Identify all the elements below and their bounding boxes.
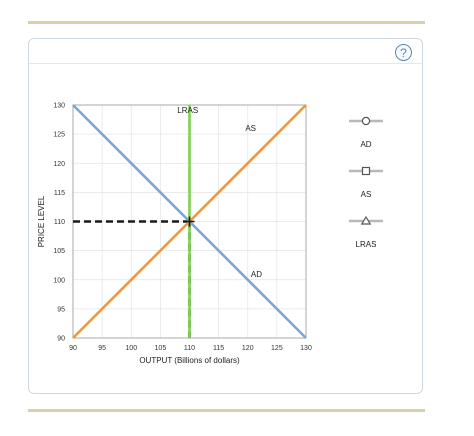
bottom-divider [28, 409, 425, 412]
x-tick-label: 90 [69, 345, 77, 352]
legend-item-ad[interactable]: AD [349, 116, 383, 149]
x-tick-label: 120 [242, 345, 254, 352]
curve-labels: AD AS LRAS [177, 106, 262, 279]
x-axis-title: OUTPUT (Billions of dollars) [139, 356, 240, 365]
panel-header: ? [29, 39, 422, 64]
graph-panel: ? [28, 38, 423, 394]
x-tick-label: 100 [125, 345, 137, 352]
legend-label: AD [360, 140, 371, 149]
x-tick-label: 125 [271, 345, 283, 352]
y-tick-label: 90 [57, 336, 65, 343]
square-marker-icon[interactable] [361, 166, 371, 176]
legend-label: AS [361, 190, 372, 199]
x-tick-label: 115 [213, 345, 224, 352]
legend-item-lras[interactable]: LRAS [349, 215, 383, 249]
legend-label: LRAS [356, 240, 377, 249]
triangle-marker-icon[interactable] [360, 215, 372, 225]
y-tick-label: 110 [54, 219, 65, 226]
top-divider [28, 21, 425, 24]
x-tick-label: 105 [155, 345, 167, 352]
y-tick-label: 100 [53, 277, 65, 284]
help-button[interactable]: ? [395, 44, 412, 61]
y-tick-label: 105 [53, 248, 65, 255]
y-tick-label: 125 [53, 132, 65, 139]
legend-item-as[interactable]: AS [349, 166, 383, 200]
curve-label-ad: AD [251, 270, 262, 279]
equilibrium-marker[interactable] [184, 216, 195, 227]
y-tick-label: 130 [53, 103, 65, 110]
x-tick-label: 110 [184, 345, 195, 352]
curve-label-as: AS [245, 124, 256, 133]
legend[interactable]: AD AS LRAS [349, 116, 383, 249]
y-tick-label: 95 [57, 306, 65, 313]
x-tick-label: 95 [98, 345, 106, 352]
x-tick-labels: 90 95 100 105 110 115 120 125 130 [69, 345, 312, 352]
x-tick-label: 130 [300, 345, 312, 352]
y-tick-label: 115 [54, 190, 65, 197]
y-tick-label: 120 [53, 161, 65, 168]
circle-marker-icon[interactable] [361, 116, 371, 126]
y-axis-title: PRICE LEVEL [37, 195, 46, 247]
curve-label-lras: LRAS [177, 106, 198, 115]
y-tick-labels: 90 95 100 105 110 115 120 125 130 [53, 103, 65, 343]
